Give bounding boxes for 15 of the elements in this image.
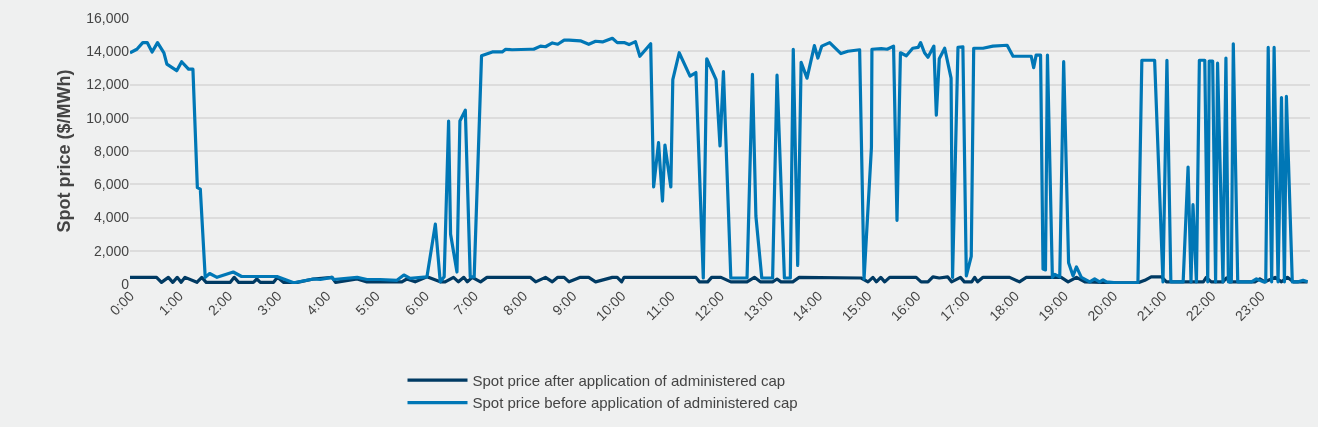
y-tick-label: 16,000 bbox=[86, 9, 130, 26]
y-tick-label: 4,000 bbox=[93, 209, 130, 226]
x-tick-label: 4:00 bbox=[303, 287, 334, 319]
legend-label: Spot price after application of administered cap bbox=[472, 371, 786, 389]
x-tick-label: 5:00 bbox=[352, 287, 384, 319]
y-tick-label: 0 bbox=[121, 275, 130, 292]
y-tick-label: 6,000 bbox=[93, 176, 130, 193]
legend-label: Spot price before application of administered cap bbox=[472, 394, 798, 412]
y-tick-label: 2,000 bbox=[93, 242, 130, 259]
y-tick-label: 8,000 bbox=[93, 142, 130, 159]
y-tick-label: 10,000 bbox=[86, 109, 130, 126]
y-tick-label: 12,000 bbox=[86, 76, 130, 93]
line-series bbox=[130, 36, 1310, 284]
y-tick-label: 14,000 bbox=[86, 43, 130, 60]
y-axis-title: Spot price ($/MWh) bbox=[54, 69, 75, 233]
